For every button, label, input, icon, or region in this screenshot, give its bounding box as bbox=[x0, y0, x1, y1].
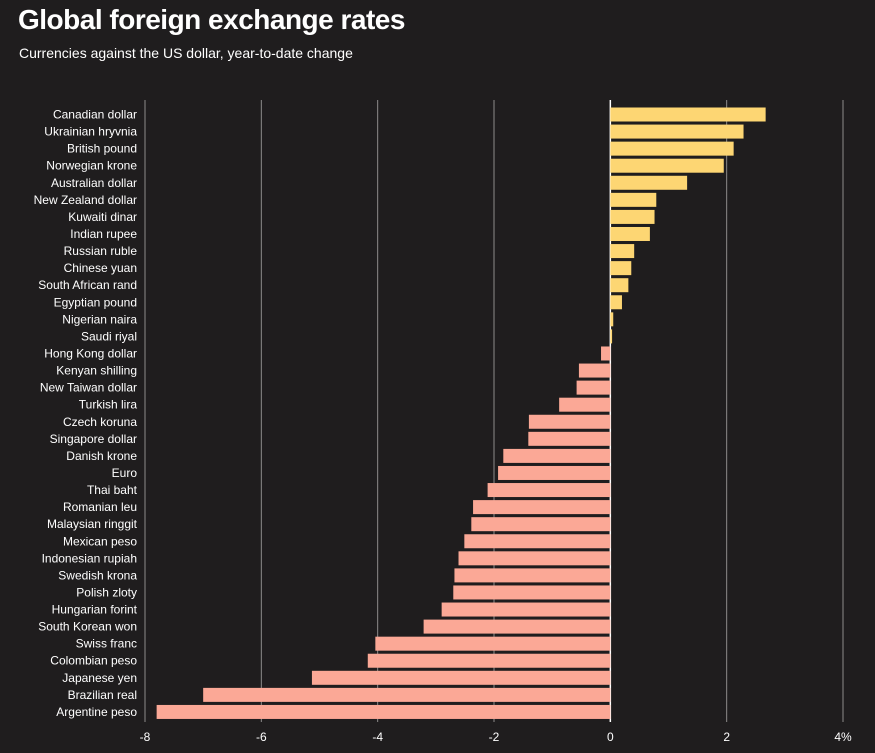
bar-british-pound bbox=[610, 141, 734, 156]
category-label-japanese-yen: Japanese yen bbox=[62, 671, 137, 685]
category-label-polish-zloty: Polish zloty bbox=[76, 585, 137, 599]
bar-canadian-dollar bbox=[610, 107, 766, 122]
category-label-czech-koruna: Czech koruna bbox=[63, 415, 137, 429]
bar-argentine-peso bbox=[156, 704, 611, 719]
bar-mexican-peso bbox=[464, 534, 611, 549]
bar-hungarian-forint bbox=[441, 602, 611, 617]
x-tick-label: -2 bbox=[489, 730, 500, 744]
category-label-new-zealand-dollar: New Zealand dollar bbox=[34, 193, 137, 207]
bar-new-zealand-dollar bbox=[610, 192, 657, 207]
x-tick-label: 4% bbox=[834, 730, 852, 744]
bar-russian-ruble bbox=[610, 244, 635, 259]
bar-egyptian-pound bbox=[610, 295, 622, 310]
bar-south-african-rand bbox=[610, 278, 629, 293]
category-label-south-korean-won: South Korean won bbox=[38, 620, 137, 634]
bar-brazilian-real bbox=[203, 687, 611, 702]
bar-swiss-franc bbox=[375, 636, 611, 651]
bar-turkish-lira bbox=[559, 397, 611, 412]
bar-norwegian-krone bbox=[610, 158, 724, 173]
category-labels: Canadian dollar Ukrainian hryvnia British … bbox=[34, 108, 138, 719]
bar-swedish-krona bbox=[454, 568, 611, 583]
bar-south-korean-won bbox=[423, 619, 611, 634]
x-tick-label: 0 bbox=[607, 730, 614, 744]
category-label-kuwaiti-dinar: Kuwaiti dinar bbox=[68, 210, 137, 224]
category-label-swiss-franc: Swiss franc bbox=[76, 637, 137, 651]
bars bbox=[156, 107, 766, 719]
bar-singapore-dollar bbox=[528, 431, 611, 446]
category-label-turkish-lira: Turkish lira bbox=[79, 398, 138, 412]
category-label-brazilian-real: Brazilian real bbox=[68, 688, 137, 702]
bar-kenyan-shilling bbox=[578, 363, 611, 378]
category-label-euro: Euro bbox=[112, 466, 138, 480]
chart-title: Global foreign exchange rates bbox=[18, 4, 405, 35]
category-label-south-african-rand: South African rand bbox=[38, 278, 137, 292]
bar-new-taiwan-dollar bbox=[576, 380, 611, 395]
bar-thai-baht bbox=[487, 483, 611, 498]
bar-ukrainian-hryvnia bbox=[610, 124, 744, 139]
bar-indian-rupee bbox=[610, 226, 650, 241]
category-label-kenyan-shilling: Kenyan shilling bbox=[56, 364, 137, 378]
category-label-hungarian-forint: Hungarian forint bbox=[52, 603, 138, 617]
category-label-new-taiwan-dollar: New Taiwan dollar bbox=[40, 381, 137, 395]
category-label-singapore-dollar: Singapore dollar bbox=[50, 432, 137, 446]
category-label-australian-dollar: Australian dollar bbox=[51, 176, 137, 190]
bar-euro bbox=[498, 465, 611, 480]
category-label-indian-rupee: Indian rupee bbox=[70, 227, 137, 241]
category-label-malaysian-ringgit: Malaysian ringgit bbox=[47, 517, 138, 531]
category-label-thai-baht: Thai baht bbox=[87, 483, 138, 497]
bar-japanese-yen bbox=[311, 670, 611, 685]
category-label-romanian-leu: Romanian leu bbox=[63, 500, 137, 514]
bar-czech-koruna bbox=[528, 414, 611, 429]
category-label-egyptian-pound: Egyptian pound bbox=[54, 295, 137, 309]
bar-australian-dollar bbox=[610, 175, 688, 190]
chart-subtitle: Currencies against the US dollar, year-t… bbox=[19, 45, 353, 61]
category-label-nigerian-naira: Nigerian naira bbox=[62, 312, 137, 326]
x-axis-ticks: -8 -6 -4 -2 0 2 4% bbox=[140, 730, 852, 744]
category-label-british-pound: British pound bbox=[67, 142, 137, 156]
category-label-argentine-peso: Argentine peso bbox=[56, 705, 137, 719]
category-label-danish-krone: Danish krone bbox=[66, 449, 137, 463]
category-label-ukrainian-hryvnia: Ukrainian hryvnia bbox=[44, 125, 137, 139]
x-tick-label: -6 bbox=[256, 730, 267, 744]
x-tick-label: 2 bbox=[723, 730, 730, 744]
bar-hong-kong-dollar bbox=[601, 346, 611, 361]
category-label-chinese-yuan: Chinese yuan bbox=[64, 261, 137, 275]
category-label-norwegian-krone: Norwegian krone bbox=[46, 159, 137, 173]
bar-malaysian-ringgit bbox=[471, 517, 611, 532]
x-tick-label: -4 bbox=[372, 730, 383, 744]
bar-nigerian-naira bbox=[610, 312, 614, 327]
bar-danish-krone bbox=[503, 448, 611, 463]
category-label-saudi-riyal: Saudi riyal bbox=[81, 329, 137, 343]
bar-colombian-peso bbox=[367, 653, 611, 668]
bar-kuwaiti-dinar bbox=[610, 209, 655, 224]
category-label-swedish-krona: Swedish krona bbox=[58, 568, 137, 582]
bar-romanian-leu bbox=[473, 500, 611, 515]
bar-indonesian-rupiah bbox=[458, 551, 611, 566]
category-label-mexican-peso: Mexican peso bbox=[63, 534, 137, 548]
category-label-canadian-dollar: Canadian dollar bbox=[53, 108, 137, 122]
category-label-colombian-peso: Colombian peso bbox=[50, 654, 137, 668]
category-label-hong-kong-dollar: Hong Kong dollar bbox=[44, 346, 137, 360]
bar-polish-zloty bbox=[453, 585, 611, 600]
bar-saudi-riyal bbox=[610, 329, 613, 344]
category-label-russian-ruble: Russian ruble bbox=[64, 244, 138, 258]
bar-chinese-yuan bbox=[610, 261, 632, 276]
x-tick-label: -8 bbox=[140, 730, 151, 744]
category-label-indonesian-rupiah: Indonesian rupiah bbox=[42, 551, 137, 565]
